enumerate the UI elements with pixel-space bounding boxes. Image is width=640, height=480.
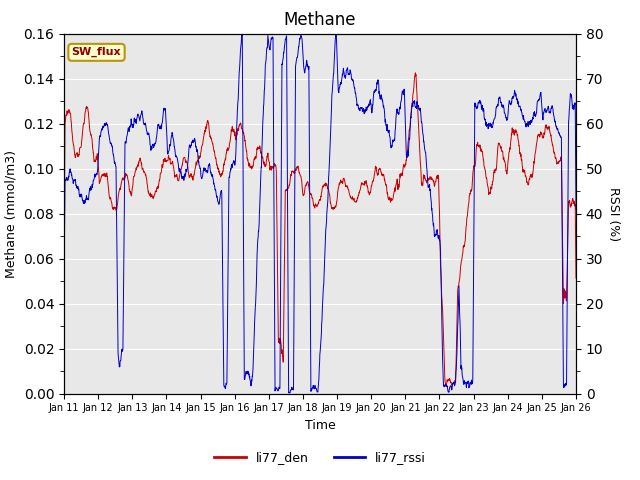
li77_rssi bbox=[60, 285, 68, 291]
Title: Methane: Methane bbox=[284, 11, 356, 29]
li77_rssi bbox=[557, 135, 565, 141]
li77_rssi bbox=[285, 390, 292, 396]
li77_rssi bbox=[572, 206, 580, 212]
li77_den bbox=[558, 174, 566, 180]
li77_rssi bbox=[464, 379, 472, 384]
li77_rssi bbox=[310, 384, 317, 390]
li77_den bbox=[464, 209, 472, 215]
X-axis label: Time: Time bbox=[305, 419, 335, 432]
Legend: li77_den, li77_rssi: li77_den, li77_rssi bbox=[209, 446, 431, 469]
li77_den bbox=[412, 70, 419, 76]
li77_rssi bbox=[558, 168, 566, 173]
li77_den bbox=[572, 275, 580, 281]
li77_den bbox=[86, 129, 94, 135]
li77_den bbox=[442, 383, 450, 388]
li77_den bbox=[296, 169, 303, 175]
li77_rssi bbox=[238, 31, 246, 36]
li77_den bbox=[60, 261, 68, 266]
li77_den bbox=[557, 154, 565, 160]
Line: li77_rssi: li77_rssi bbox=[64, 34, 576, 393]
Y-axis label: RSSI (%): RSSI (%) bbox=[607, 187, 620, 240]
li77_rssi bbox=[296, 36, 304, 42]
Text: SW_flux: SW_flux bbox=[72, 47, 122, 58]
li77_rssi bbox=[86, 188, 94, 193]
li77_den bbox=[309, 198, 317, 204]
Y-axis label: Methane (mmol/m3): Methane (mmol/m3) bbox=[5, 150, 18, 277]
Line: li77_den: li77_den bbox=[64, 73, 576, 385]
